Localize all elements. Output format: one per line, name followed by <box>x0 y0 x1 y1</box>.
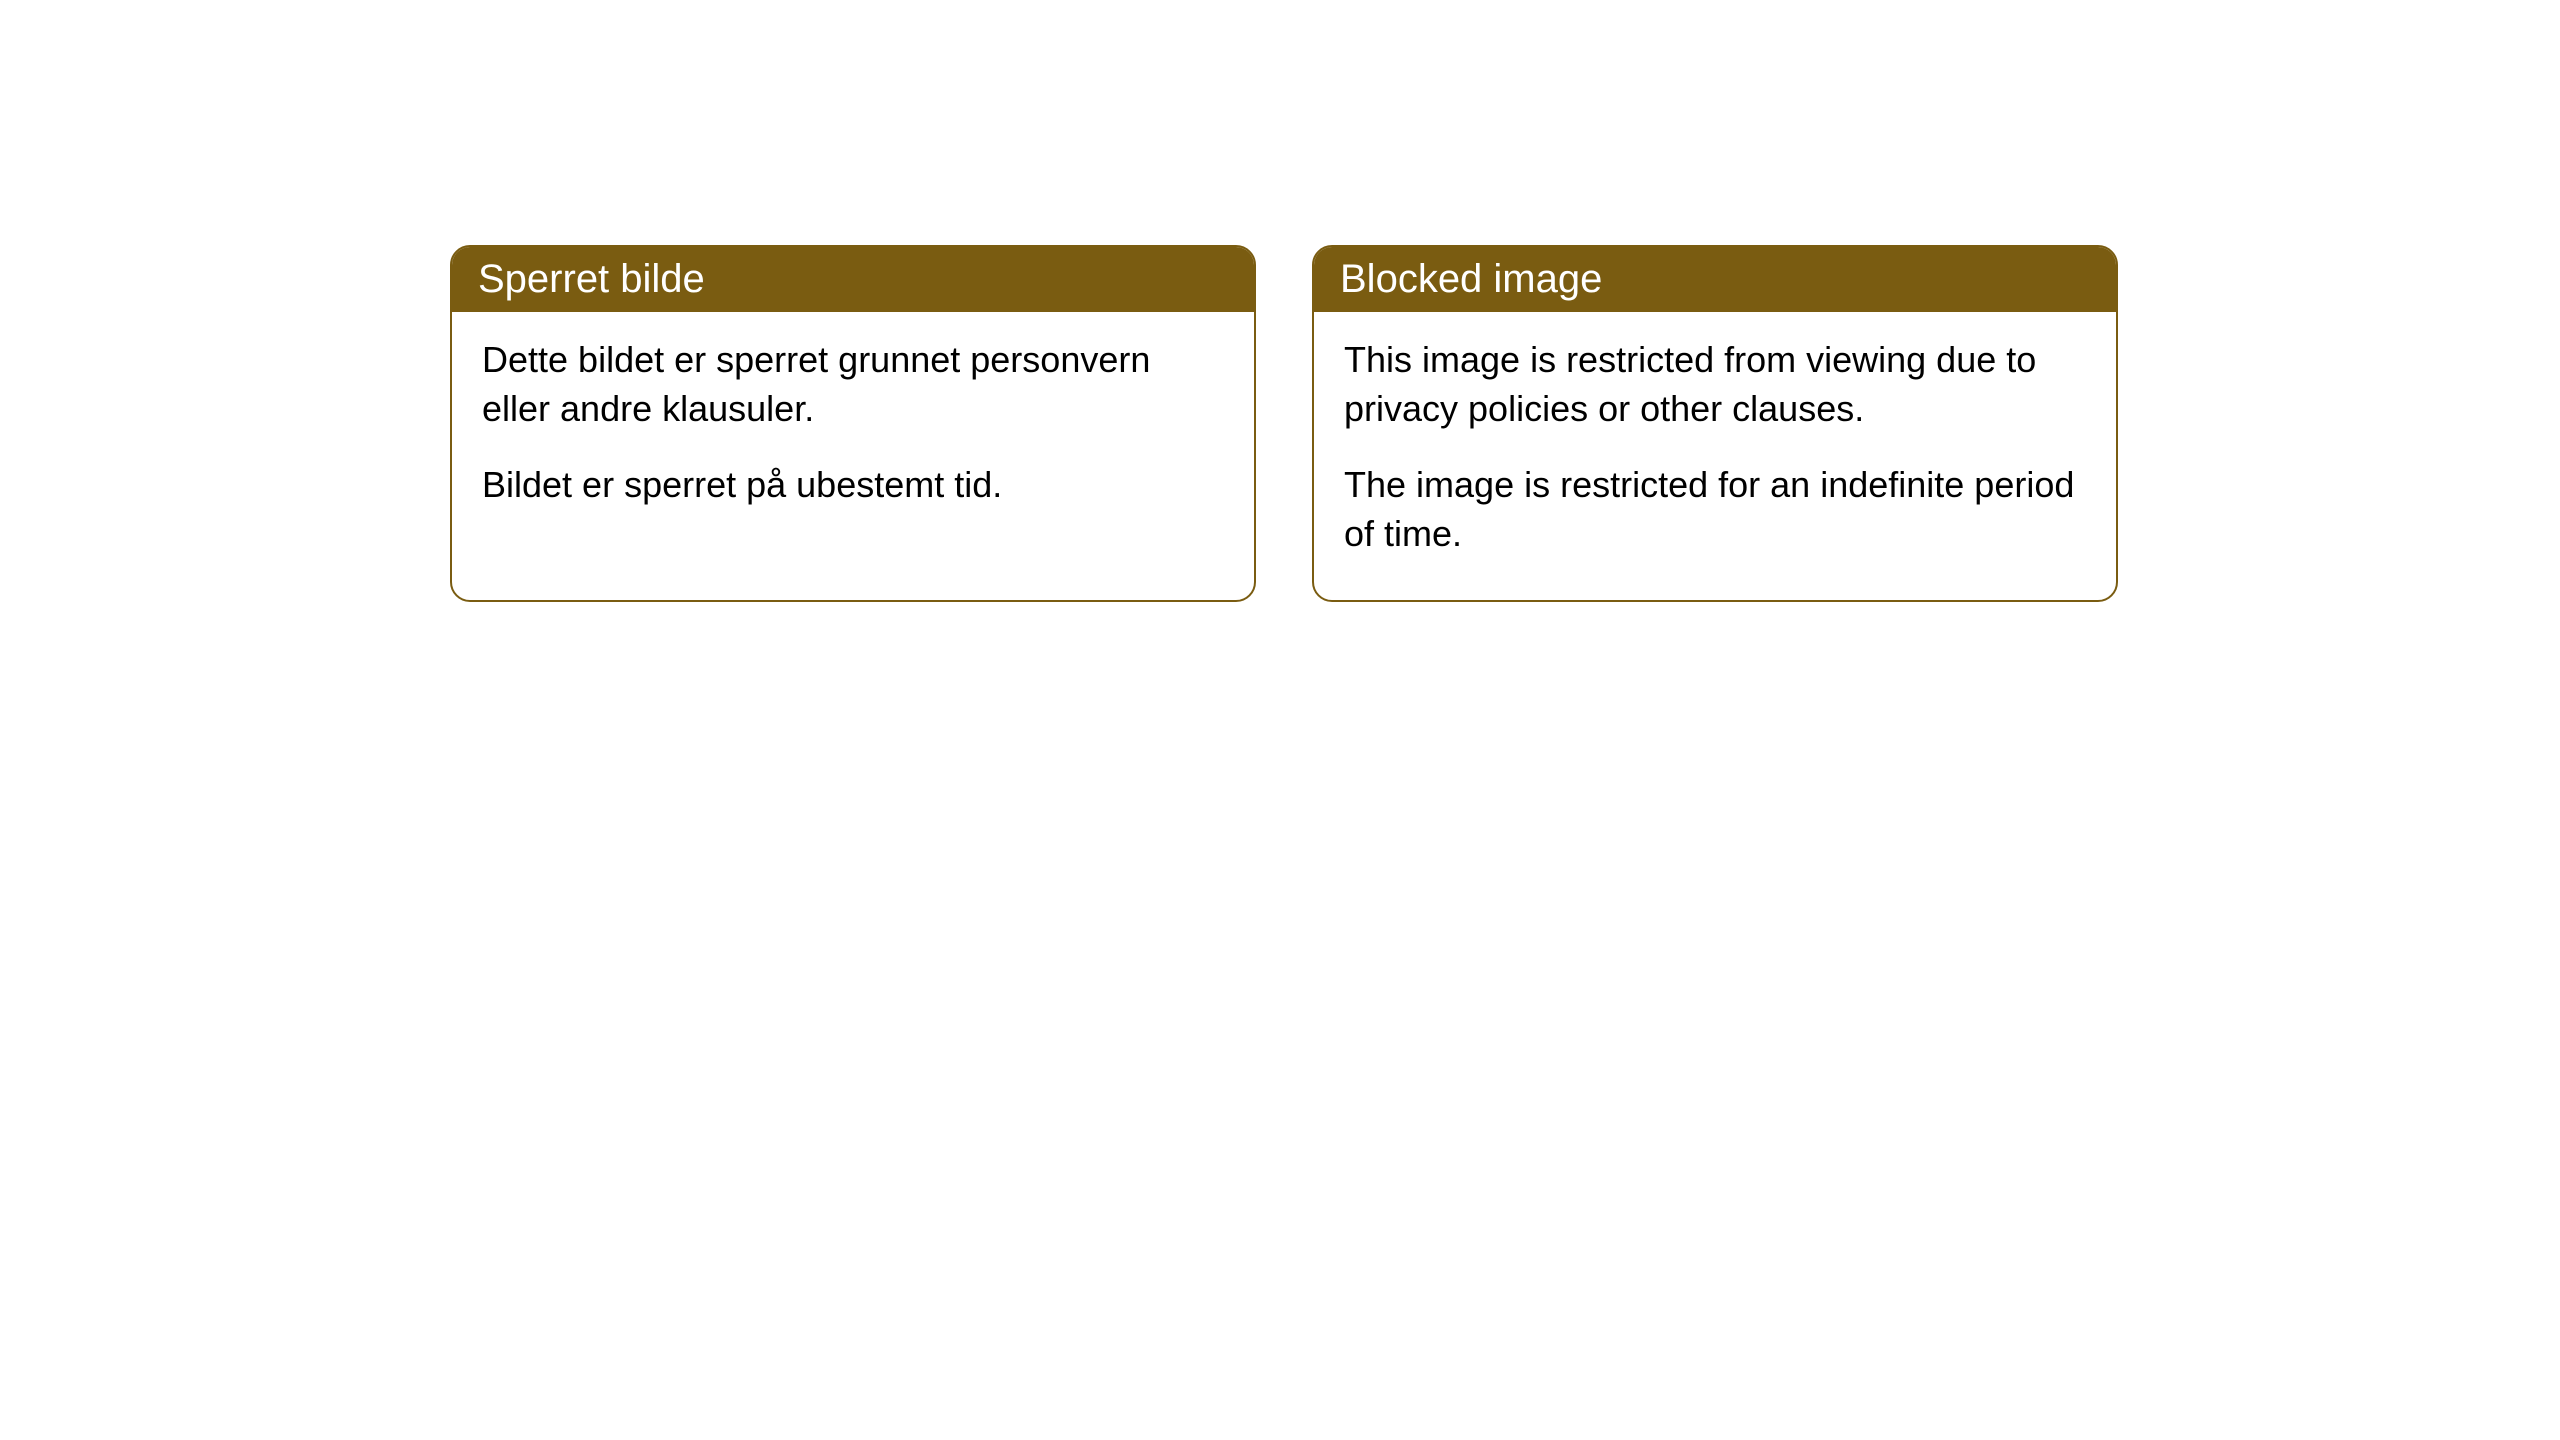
card-paragraph: This image is restricted from viewing du… <box>1344 336 2086 433</box>
card-header: Blocked image <box>1314 247 2116 312</box>
card-paragraph: Bildet er sperret på ubestemt tid. <box>482 461 1224 510</box>
card-body: Dette bildet er sperret grunnet personve… <box>452 312 1254 552</box>
card-title: Blocked image <box>1340 257 1602 301</box>
blocked-image-card-norwegian: Sperret bilde Dette bildet er sperret gr… <box>450 245 1256 602</box>
blocked-image-card-english: Blocked image This image is restricted f… <box>1312 245 2118 602</box>
card-header: Sperret bilde <box>452 247 1254 312</box>
card-title: Sperret bilde <box>478 257 705 301</box>
card-paragraph: Dette bildet er sperret grunnet personve… <box>482 336 1224 433</box>
notice-cards-container: Sperret bilde Dette bildet er sperret gr… <box>450 245 2118 602</box>
card-body: This image is restricted from viewing du… <box>1314 312 2116 600</box>
card-paragraph: The image is restricted for an indefinit… <box>1344 461 2086 558</box>
